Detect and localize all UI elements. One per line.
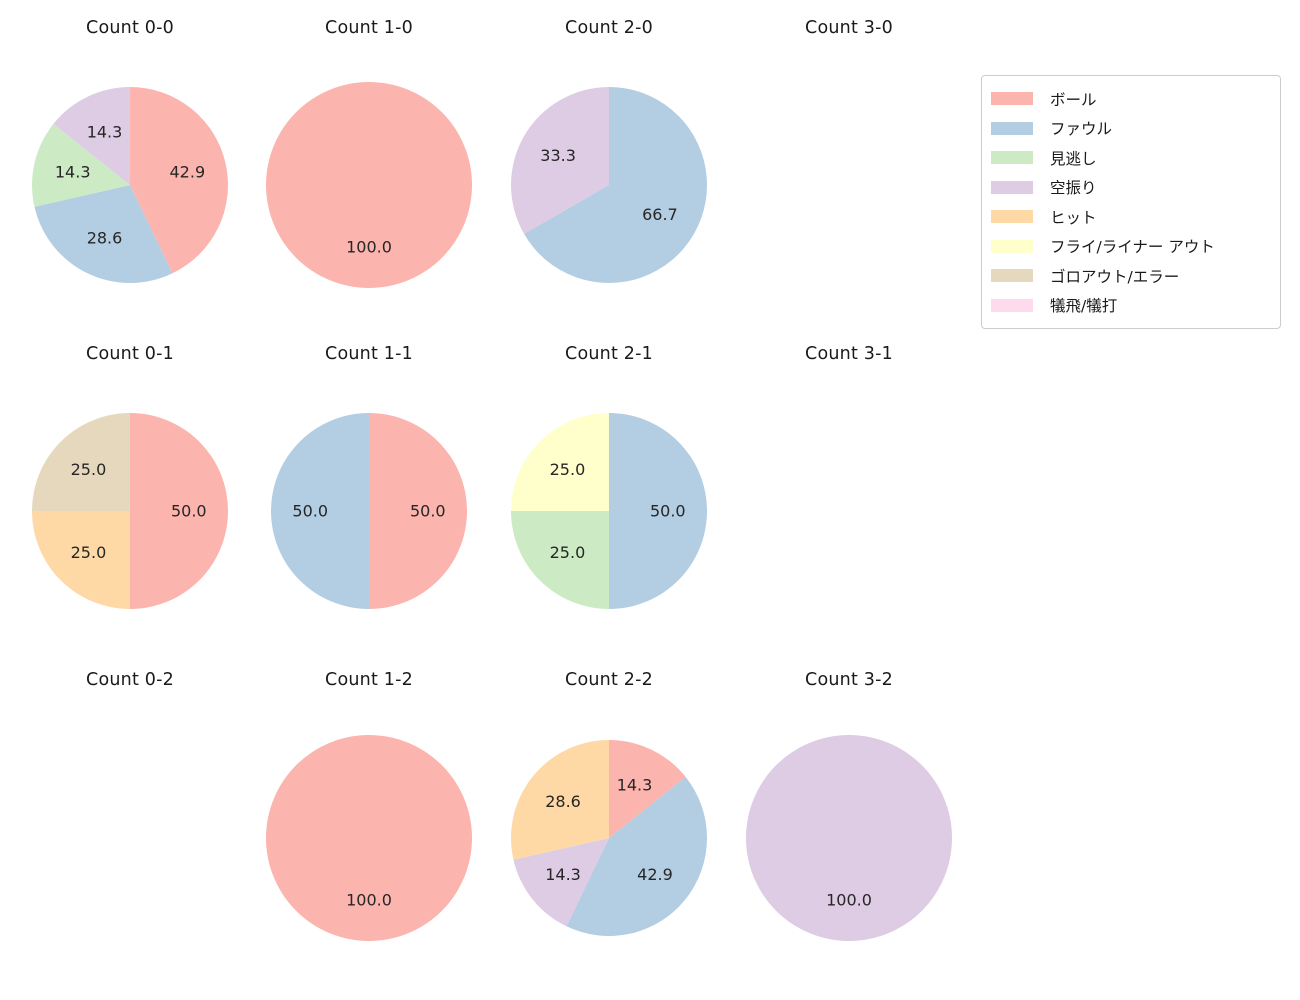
pie-percent-label: 25.0: [550, 460, 586, 479]
pie-percent-label: 33.3: [540, 146, 576, 165]
pie-percent-label: 66.7: [642, 205, 678, 224]
pie-count-2-1: 50.0 25.0 25.0: [511, 413, 707, 609]
pie-percent-label: 42.9: [637, 865, 673, 884]
pie-percent-label: 25.0: [550, 543, 586, 562]
pie-slice-count-2-2: [609, 740, 686, 838]
legend-item-0: ボール: [991, 84, 1270, 114]
pie-percent-label: 28.6: [87, 228, 123, 247]
chart-title-count-3-2: Count 3-2: [805, 670, 893, 690]
pie-slice-count-2-0: [511, 87, 609, 234]
pie-percent-label: 42.9: [170, 162, 206, 181]
pie-slice-count-0-0: [53, 87, 130, 185]
pie-slice-count-0-0: [32, 123, 130, 207]
pie-slice-count-2-2: [510, 740, 609, 860]
chart-title-count-1-0: Count 1-0: [325, 18, 413, 38]
legend-swatch-icon: [991, 269, 1033, 283]
pie-count-1-1: 50.0 50.0: [271, 413, 467, 609]
legend-label: ファウル: [1050, 120, 1113, 139]
legend-swatch-icon: [991, 298, 1033, 312]
pie-percent-label: 25.0: [71, 543, 107, 562]
pie-slice-count-2-1: [511, 413, 609, 511]
legend-label: ゴロアウト/エラー: [1050, 267, 1180, 286]
legend-item-2: 見逃し: [991, 143, 1270, 173]
pie-count-3-2: 100.0: [746, 735, 952, 941]
legend-label: 見逃し: [1050, 149, 1097, 168]
legend-swatch-icon: [991, 92, 1033, 106]
pie-slice-count-2-2: [566, 776, 707, 936]
pie-percent-label: 28.6: [545, 792, 581, 811]
pie-count-2-0: 66.7 33.3: [511, 87, 708, 283]
pie-percent-label: 50.0: [171, 502, 207, 521]
pie-percent-label: 14.3: [55, 162, 91, 181]
pie-slice-count-0-0: [130, 87, 229, 274]
legend-label: 犠飛/犠打: [1050, 297, 1118, 316]
legend-item-3: 空振り: [991, 173, 1270, 203]
pie-slice-count-0-1: [130, 413, 228, 609]
legend-swatch-icon: [991, 239, 1033, 253]
pie-slice-count-1-2: [266, 735, 472, 941]
legend: ボールファウル見逃し空振りヒットフライ/ライナー アウト ゴロアウト/エラー 犠飛/…: [981, 75, 1281, 329]
chart-title-count-1-2: Count 1-2: [325, 670, 413, 690]
legend-swatch-icon: [991, 210, 1033, 224]
pie-percent-label: 100.0: [826, 890, 872, 909]
pie-slice-count-0-1: [32, 511, 130, 609]
pie-percent-label: 50.0: [292, 502, 328, 521]
pie-percent-label: 14.3: [87, 123, 123, 142]
pie-percent-label: 50.0: [410, 502, 446, 521]
legend-item-1: ファウル: [991, 114, 1270, 144]
legend-label: フライ/ライナー アウト: [1050, 238, 1215, 257]
chart-title-count-3-1: Count 3-1: [805, 344, 893, 364]
pie-percent-label: 14.3: [617, 776, 653, 795]
chart-title-count-0-0: Count 0-0: [86, 18, 174, 38]
pie-count-1-2: 100.0: [266, 735, 472, 941]
legend-swatch-icon: [991, 180, 1033, 194]
pie-count-2-2: 14.3 42.9 14.3 28.6: [510, 740, 707, 936]
legend-item-4: ヒット: [991, 202, 1270, 232]
legend-label: 空振り: [1050, 179, 1097, 198]
pie-slice-count-2-1: [511, 511, 609, 609]
pie-slice-count-2-1: [609, 413, 707, 609]
pie-slice-count-1-1: [271, 413, 369, 609]
pie-slice-count-1-0: [266, 82, 472, 288]
pie-slice-count-0-0: [34, 185, 173, 284]
pie-percent-label: 100.0: [346, 237, 392, 256]
pie-count-0-1: 50.0 25.0 25.0: [32, 413, 228, 609]
legend-swatch-icon: [991, 151, 1033, 165]
pie-slice-count-2-2: [513, 838, 609, 927]
pie-percent-label: 25.0: [71, 460, 107, 479]
pie-percent-label: 100.0: [346, 890, 392, 909]
pie-slice-count-0-1: [32, 413, 130, 511]
chart-title-count-0-1: Count 0-1: [86, 344, 174, 364]
chart-title-count-2-1: Count 2-1: [565, 344, 653, 364]
legend-swatch-icon: [991, 121, 1033, 135]
pie-count-1-0: 100.0: [266, 82, 472, 288]
legend-item-5: フライ/ライナー アウト: [991, 232, 1270, 262]
legend-item-6: ゴロアウト/エラー: [991, 261, 1270, 291]
legend-label: ボール: [1050, 90, 1097, 109]
pie-count-0-0: 42.9 28.6 14.3 14.3: [32, 87, 229, 284]
chart-title-count-0-2: Count 0-2: [86, 670, 174, 690]
pie-percent-label: 50.0: [650, 502, 686, 521]
chart-title-count-2-2: Count 2-2: [565, 670, 653, 690]
pie-slice-count-2-0: [524, 87, 708, 283]
chart-title-count-2-0: Count 2-0: [565, 18, 653, 38]
legend-label: ヒット: [1050, 208, 1097, 227]
chart-title-count-1-1: Count 1-1: [325, 344, 413, 364]
legend-item-7: 犠飛/犠打: [991, 291, 1270, 321]
chart-title-count-3-0: Count 3-0: [805, 18, 893, 38]
pie-slice-count-3-2: [746, 735, 952, 941]
pie-percent-label: 14.3: [545, 865, 581, 884]
pie-slice-count-1-1: [369, 413, 467, 609]
